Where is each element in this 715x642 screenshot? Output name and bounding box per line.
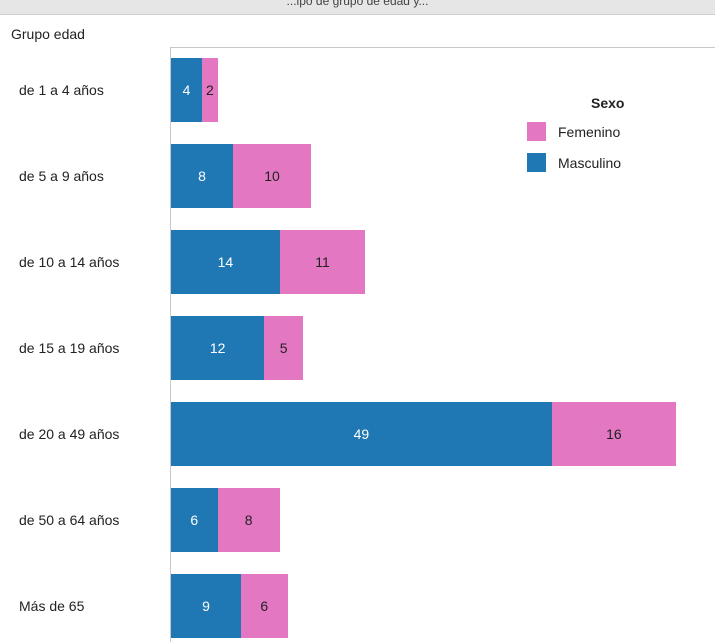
bar-femenino	[202, 58, 218, 122]
category-label: de 5 a 9 años	[19, 168, 104, 184]
bar-masculino	[171, 316, 265, 380]
legend-title: Sexo	[591, 95, 625, 111]
bar-masculino	[171, 488, 218, 552]
bar-value-label: 12	[209, 340, 226, 356]
bar-masculino	[171, 144, 234, 208]
chart-title-fragment: ...ipo de grupo de edad y...	[286, 0, 429, 8]
bar-value-label: 49	[353, 426, 370, 442]
bar-femenino	[217, 488, 280, 552]
bar-value-label: 6	[190, 512, 199, 528]
bar-value-label: 8	[244, 512, 253, 528]
category-label: de 15 a 19 años	[19, 340, 120, 356]
bar-value-label: 2	[205, 82, 214, 98]
bar-value-label: 10	[264, 168, 280, 184]
category-label: de 50 a 64 años	[19, 512, 120, 528]
bar-femenino	[233, 144, 311, 208]
top-banner: ...ipo de grupo de edad y...	[0, 0, 715, 15]
category-label: Más de 65	[19, 598, 85, 614]
bar-masculino	[171, 58, 203, 122]
bar-masculino	[171, 402, 552, 466]
bar-value-label: 11	[315, 254, 330, 270]
bar-value-label: 14	[217, 254, 234, 270]
bar-value-label: 6	[260, 598, 269, 614]
bar-femenino	[279, 230, 366, 294]
plot-top-border	[170, 47, 715, 48]
bar-masculino	[171, 230, 280, 294]
bar-femenino	[240, 574, 288, 638]
y-axis-line	[170, 47, 171, 642]
bar-masculino	[171, 574, 241, 638]
bar-value-label: 4	[182, 82, 191, 98]
legend-label-femenino: Femenino	[558, 124, 621, 140]
legend-swatch-femenino	[527, 122, 546, 141]
bar-value-label: 5	[279, 340, 288, 356]
legend-swatch-masculino	[527, 153, 546, 172]
bar-femenino	[551, 402, 677, 466]
bar-value-label: 8	[198, 168, 206, 184]
category-label: de 1 a 4 años	[19, 82, 104, 98]
y-axis-title: Grupo edad	[11, 26, 85, 42]
bar-value-label: 9	[202, 598, 210, 614]
legend-label-masculino: Masculino	[558, 155, 622, 171]
bar-value-label: 16	[606, 426, 622, 442]
category-label: de 10 a 14 años	[19, 254, 120, 270]
category-label: de 20 a 49 años	[19, 426, 120, 442]
bar-femenino	[264, 316, 304, 380]
